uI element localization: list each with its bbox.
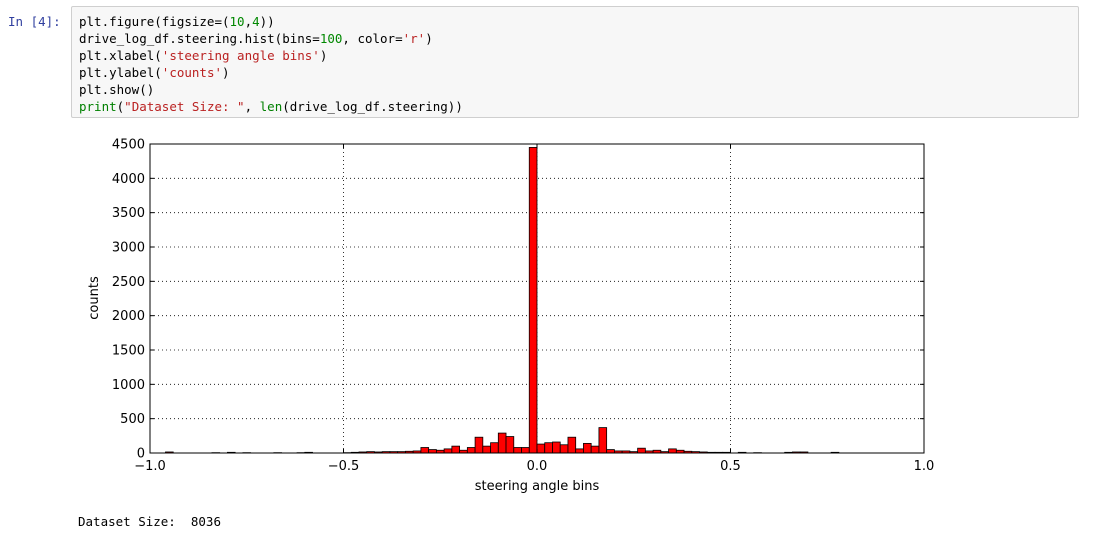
histogram-bar <box>505 436 515 454</box>
histogram-bar <box>567 436 577 454</box>
code-line: plt.ylabel('counts') <box>79 64 463 81</box>
output-area: −1.0 −0.5 0.0 0.5 1.0 0 500 1000 1500 2000 2500 300… <box>71 130 1081 495</box>
histogram-bar <box>552 441 561 454</box>
histogram-bar <box>513 447 522 454</box>
input-prompt: In [4]: <box>8 14 61 29</box>
code-line: plt.xlabel('steering angle bins') <box>79 47 463 64</box>
code-token: (drive_log_df.steering)) <box>282 99 463 114</box>
x-axis-label: steering angle bins <box>475 479 600 494</box>
histogram-bar <box>428 449 437 454</box>
histogram-bar <box>583 442 592 454</box>
histogram-bar <box>536 443 546 454</box>
code-token: plt.show() <box>79 82 155 97</box>
y-tick-label: 1000 <box>112 378 145 393</box>
x-tick-label: 0.0 <box>527 459 548 474</box>
code-editor[interactable]: plt.figure(figsize=(10,4)) drive_log_df.s… <box>79 13 463 115</box>
code-line: plt.figure(figsize=(10,4)) <box>79 13 463 30</box>
code-token: "Dataset Size: " <box>124 99 245 114</box>
histogram-bar <box>451 445 460 454</box>
histogram-bar <box>544 442 553 454</box>
code-token: 'steering angle bins' <box>161 48 320 63</box>
histogram-bar <box>420 447 430 454</box>
x-tick-label: −1.0 <box>134 459 166 474</box>
code-token: , <box>244 99 260 114</box>
y-tick-label: 4500 <box>112 138 145 153</box>
plot-area-frame <box>149 143 925 454</box>
code-token: , color= <box>342 31 403 46</box>
code-token: ) <box>319 48 328 63</box>
code-token: )) <box>259 14 275 29</box>
histogram-bar <box>528 147 538 454</box>
histogram-bar <box>521 447 530 454</box>
y-tick-label: 2000 <box>112 309 145 324</box>
histogram-bar <box>590 445 600 454</box>
histogram-bar <box>466 447 476 454</box>
code-line: plt.show() <box>79 81 463 98</box>
code-token: 'counts' <box>161 65 223 80</box>
code-token: 4 <box>252 14 260 29</box>
y-tick-label: 3500 <box>112 206 145 221</box>
code-token: ( <box>116 99 125 114</box>
y-tick-label: 3000 <box>112 241 145 256</box>
code-token: 'r' <box>402 31 426 46</box>
histogram-bar <box>482 445 491 454</box>
code-token: ) <box>425 31 433 46</box>
tick-labels: −1.0 −0.5 0.0 0.5 1.0 0 500 1000 1500 2000 2500 300… <box>112 138 934 475</box>
histogram-bar <box>575 448 584 454</box>
code-line: print("Dataset Size: ", len(drive_log_df… <box>79 98 463 115</box>
histogram-bar <box>606 449 615 454</box>
histogram-plot: −1.0 −0.5 0.0 0.5 1.0 0 500 1000 1500 2000 2500 300… <box>87 138 934 495</box>
histogram-bar <box>637 447 646 454</box>
y-tick-label: 500 <box>120 412 145 427</box>
x-tick-label: −0.5 <box>328 459 360 474</box>
y-tick-label: 4000 <box>112 172 145 187</box>
histogram-bar <box>490 442 499 454</box>
code-token: drive_log_df.steering.hist(bins= <box>79 31 320 46</box>
histogram-bar <box>497 432 507 454</box>
histogram-bar <box>598 427 608 454</box>
code-token: plt.ylabel( <box>79 65 162 80</box>
y-tick-label: 2500 <box>112 275 145 290</box>
code-token: 100 <box>319 31 343 46</box>
histogram-bar <box>443 448 453 454</box>
histogram-bar <box>474 436 484 454</box>
code-cell-input[interactable]: plt.figure(figsize=(10,4)) drive_log_df.s… <box>71 6 1079 118</box>
code-token: ) <box>222 65 230 80</box>
y-axis-label: counts <box>87 276 102 320</box>
code-token: plt.figure(figsize=( <box>79 14 230 29</box>
x-tick-label: 1.0 <box>914 459 935 474</box>
code-token: print <box>79 99 117 114</box>
histogram-bar <box>668 448 677 454</box>
code-token: 10 <box>229 14 245 29</box>
code-token: , <box>244 14 253 29</box>
histogram-bar <box>559 444 569 454</box>
code-token: plt.xlabel( <box>79 48 162 63</box>
code-line: drive_log_df.steering.hist(bins=100, col… <box>79 30 463 47</box>
x-tick-label: 0.5 <box>720 459 741 474</box>
y-tick-label: 0 <box>137 447 145 462</box>
stdout-output: Dataset Size: 8036 <box>78 514 221 529</box>
code-token: len <box>259 99 283 114</box>
y-tick-label: 1500 <box>112 344 145 359</box>
